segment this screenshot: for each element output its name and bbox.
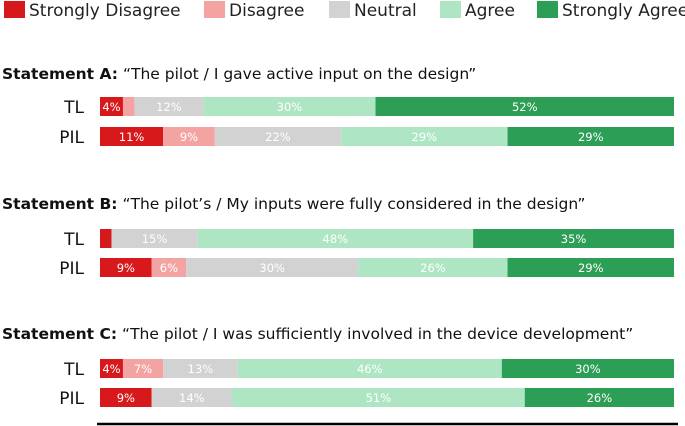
bar-segment-strongly-agree: [524, 388, 674, 407]
bar-segment-disagree: [122, 97, 135, 116]
segment-value-label: 35%: [561, 232, 587, 246]
statement-1: Statement B: “The pilot’s / My inputs wer…: [2, 195, 674, 279]
bar-segment-agree: [197, 229, 474, 248]
statement-2: Statement C: “The pilot / I was sufficien…: [2, 325, 674, 409]
statement-label: Statement C:: [2, 325, 117, 343]
statement-label: Statement B:: [2, 195, 117, 213]
group-label-tl: TL: [63, 230, 84, 250]
segment-value-label: 6%: [160, 261, 178, 275]
segment-value-label: 22%: [265, 130, 291, 144]
group-label-tl: TL: [63, 360, 84, 380]
legend-swatch-1: [204, 1, 225, 18]
segment-value-label: 9%: [117, 261, 135, 275]
bar-segment-strongly-agree: [507, 127, 674, 146]
bar-segment-disagree: [151, 258, 187, 277]
segment-value-label: 26%: [587, 391, 613, 405]
segment-value-label: 9%: [117, 391, 135, 405]
bar-segment-neutral: [151, 388, 233, 407]
legend-swatch-2: [329, 1, 350, 18]
legend-label-0: Strongly Disagree: [29, 1, 181, 21]
bar-segment-strongly-agree: [473, 229, 674, 248]
bar-segment-disagree: [122, 359, 164, 378]
segment-value-label: 30%: [277, 100, 303, 114]
segment-value-label: 12%: [156, 100, 182, 114]
legend-label-1: Disagree: [229, 1, 304, 21]
group-label-pil: PIL: [59, 389, 84, 409]
segment-value-label: 4%: [102, 362, 120, 376]
bar-segment-neutral: [214, 127, 342, 146]
bar-segment-neutral: [163, 359, 238, 378]
statement-text: “The pilot’s / My inputs were fully cons…: [122, 195, 585, 213]
bar-segment-neutral: [134, 97, 204, 116]
bar-segment-strongly-disagree: [100, 258, 152, 277]
segment-value-label: 14%: [179, 391, 205, 405]
group-label-pil: PIL: [59, 128, 84, 148]
segment-value-label: 48%: [323, 232, 349, 246]
segment-value-label: 15%: [142, 232, 168, 246]
legend-swatch-0: [4, 1, 25, 18]
bar-segment-neutral: [111, 229, 198, 248]
bar-segment-agree: [341, 127, 508, 146]
bar-segment-agree: [203, 97, 376, 116]
bar-segment-disagree: [163, 127, 215, 146]
statements: Statement A: “The pilot / I gave active i…: [2, 65, 674, 409]
legend-swatch-3: [440, 1, 461, 18]
statement-text: “The pilot / I was sufficiently involved…: [122, 325, 633, 343]
group-label-pil: PIL: [59, 259, 84, 279]
segment-value-label: 29%: [578, 130, 604, 144]
bar-segment-strongly-disagree: [100, 229, 112, 248]
segment-value-label: 7%: [134, 362, 152, 376]
segment-value-label: 52%: [512, 100, 538, 114]
segment-value-label: 29%: [412, 130, 438, 144]
segment-value-label: 4%: [102, 100, 120, 114]
segment-value-label: 26%: [420, 261, 446, 275]
segment-value-label: 30%: [259, 261, 285, 275]
legend-swatch-4: [537, 1, 558, 18]
bar-segment-strongly-disagree: [100, 97, 123, 116]
segment-value-label: 46%: [357, 362, 383, 376]
statement-text: “The pilot / I gave active input on the …: [123, 65, 476, 83]
segment-value-label: 30%: [575, 362, 601, 376]
legend-label-4: Strongly Agree: [562, 1, 685, 21]
legend-label-2: Neutral: [354, 1, 417, 21]
bar-segment-strongly-agree: [501, 359, 674, 378]
bar-segment-strongly-disagree: [100, 127, 164, 146]
statement-0: Statement A: “The pilot / I gave active i…: [2, 65, 674, 148]
bar-segment-agree: [232, 388, 525, 407]
segment-value-label: 11%: [119, 130, 145, 144]
group-label-tl: TL: [63, 98, 84, 118]
segment-value-label: 9%: [180, 130, 198, 144]
statement-label: Statement A:: [2, 65, 118, 83]
legend-label-3: Agree: [465, 1, 515, 21]
bar-segment-strongly-disagree: [100, 388, 152, 407]
bar-segment-neutral: [186, 258, 359, 277]
legend: Strongly Disagree Disagree Neutral Agree Str…: [4, 1, 685, 21]
bar-segment-strongly-disagree: [100, 359, 123, 378]
segment-value-label: 29%: [578, 261, 604, 275]
bar-segment-strongly-agree: [375, 97, 674, 116]
segment-value-label: 51%: [366, 391, 392, 405]
bar-segment-agree: [358, 258, 508, 277]
segment-value-label: 13%: [188, 362, 214, 376]
bar-segment-strongly-agree: [507, 258, 674, 277]
bar-segment-agree: [237, 359, 502, 378]
